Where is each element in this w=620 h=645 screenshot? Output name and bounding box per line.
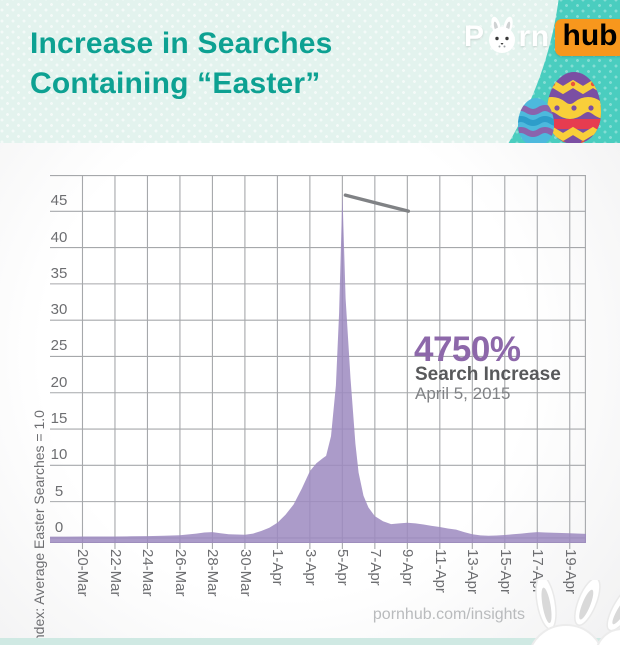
bunny-face-icon — [486, 16, 518, 59]
plot-area — [50, 175, 586, 550]
page-title-line1: Increase in Searches — [30, 27, 333, 60]
pornhub-logo: P rn — [464, 16, 620, 59]
y-tick-label: 5 — [54, 482, 64, 500]
x-tick-label: 28-Mar — [204, 549, 222, 597]
x-tick-label: 7-Apr — [366, 549, 384, 586]
chart-section: Index: Average Easter Searches = 1.0 475… — [0, 143, 620, 645]
x-tick-label: 5-Apr — [334, 549, 352, 586]
y-tick-label: 35 — [50, 264, 68, 282]
y-tick-label: 40 — [50, 228, 68, 246]
footer-url: pornhub.com/insights — [372, 606, 525, 623]
annotation-subline: Search Increase — [415, 364, 561, 385]
annotation-leader-line — [343, 193, 411, 213]
logo-text-rn: rn — [518, 20, 550, 53]
x-tick-label: 13-Apr — [464, 549, 482, 595]
easter-search-area-series — [50, 193, 586, 543]
logo-hub-badge: hub — [554, 18, 620, 56]
y-tick-label: 0 — [54, 518, 64, 536]
bunny-ears-icon — [520, 574, 620, 645]
x-tick-label: 24-Mar — [139, 549, 157, 597]
bottom-teal-strip — [0, 638, 620, 645]
y-tick-label: 20 — [50, 373, 68, 391]
header: Increase in Searches Containing “Easter”… — [0, 0, 620, 143]
page-title-line2: Containing “Easter” — [30, 67, 321, 100]
x-tick-label: 3-Apr — [301, 549, 319, 586]
x-tick-label: 1-Apr — [269, 549, 287, 586]
y-tick-label: 25 — [50, 337, 68, 355]
x-tick-label: 9-Apr — [399, 549, 417, 586]
header-mint-curve — [0, 0, 562, 143]
easter-eggs-icon — [505, 68, 620, 143]
page-title: Increase in Searches Containing “Easter” — [30, 24, 333, 104]
x-tick-label: 30-Mar — [236, 549, 254, 597]
y-tick-label: 15 — [50, 410, 68, 428]
y-tick-label: 30 — [50, 301, 68, 319]
x-tick-label: 15-Apr — [496, 549, 514, 595]
x-tick-label: 11-Apr — [431, 549, 449, 593]
annotation-date: April 5, 2015 — [415, 384, 511, 403]
annotation-percentage: 4750% — [414, 330, 521, 369]
y-tick-label: 10 — [50, 446, 68, 464]
y-tick-label: 45 — [50, 192, 68, 210]
x-tick-label: 26-Mar — [171, 549, 189, 597]
x-tick-label: 20-Mar — [74, 549, 92, 597]
logo-text-p: P — [464, 20, 485, 53]
x-tick-label: 22-Mar — [106, 549, 124, 597]
